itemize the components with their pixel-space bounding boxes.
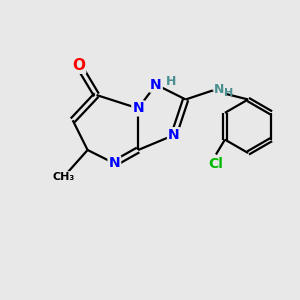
Text: Cl: Cl	[208, 158, 224, 171]
Text: N: N	[214, 82, 224, 96]
Text: N: N	[150, 78, 162, 92]
Text: N: N	[168, 128, 180, 142]
Text: CH₃: CH₃	[53, 172, 75, 182]
Text: N: N	[132, 101, 144, 116]
Text: N: N	[109, 156, 120, 170]
Text: H: H	[224, 88, 233, 98]
Text: O: O	[72, 58, 85, 73]
Text: H: H	[166, 75, 177, 88]
